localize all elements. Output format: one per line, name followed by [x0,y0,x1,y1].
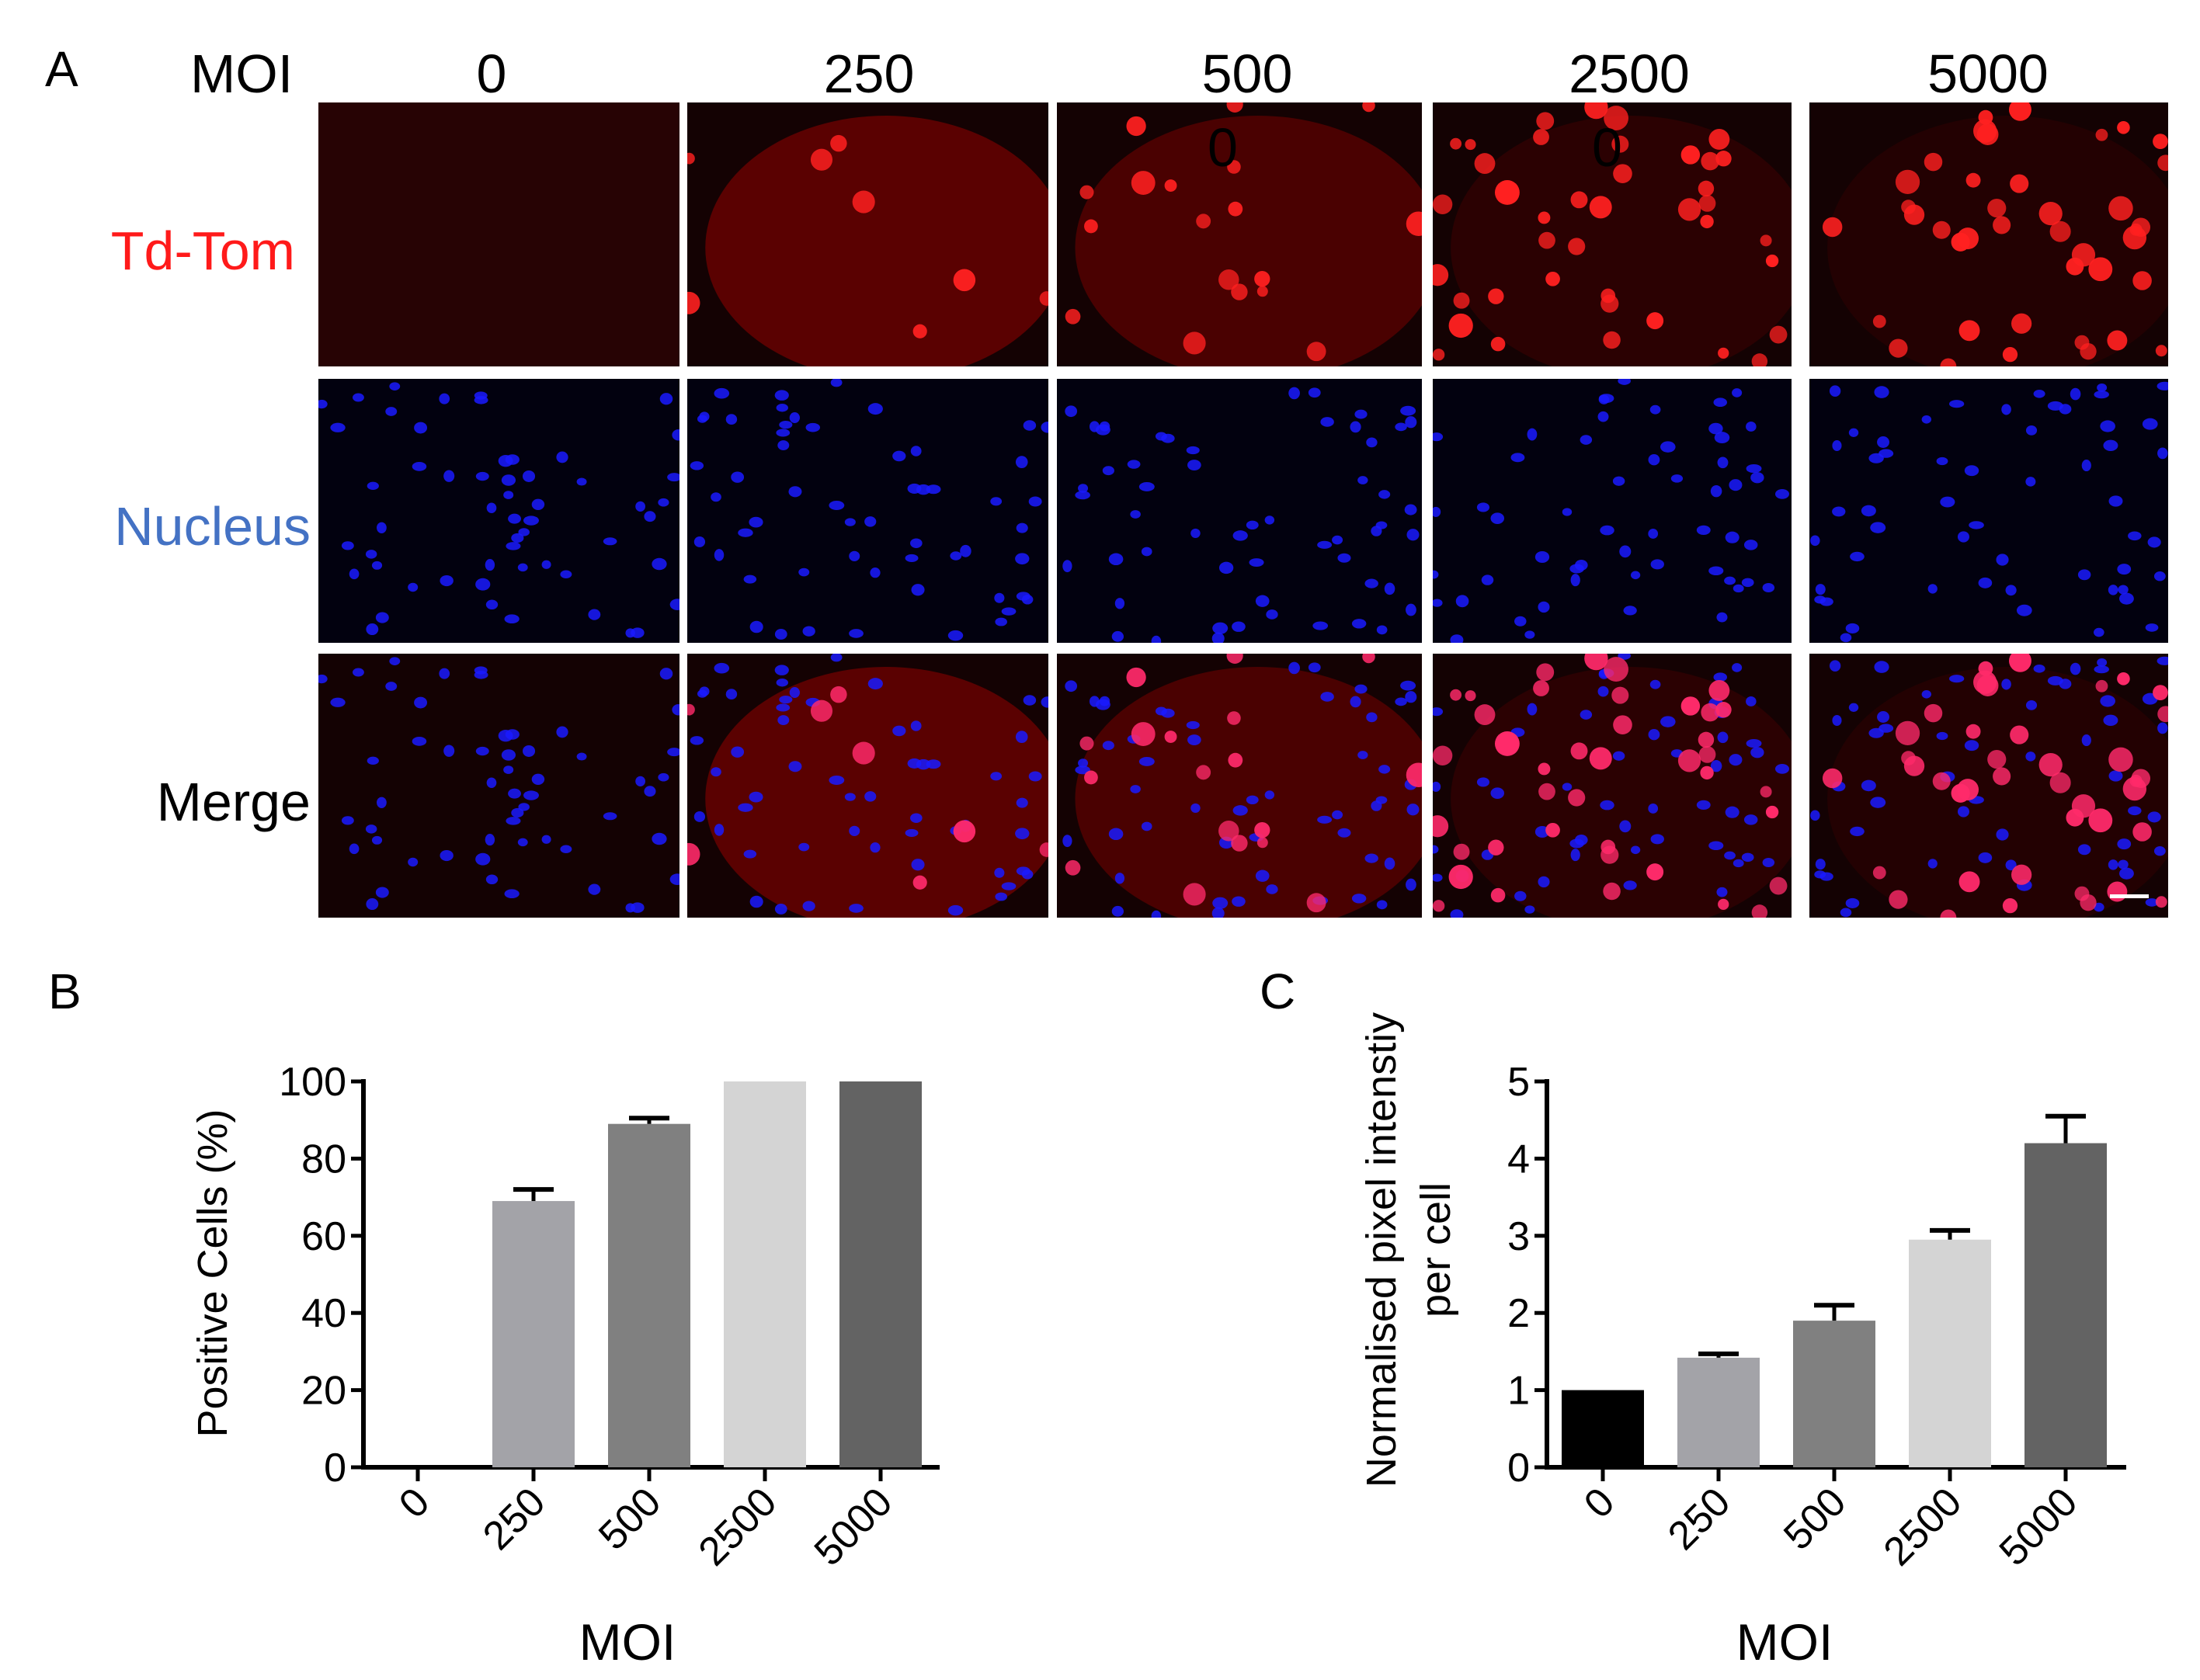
panel-b-letter: B [48,963,82,1019]
chart-c-bar-500 [1793,1321,1875,1467]
panel-c-letter: C [1260,963,1296,1019]
scale-bar [2110,894,2149,898]
stray-mark-1: 0 [1208,117,1238,178]
chart-c-ytick-label: 5 [1507,1060,1530,1105]
chart-c-ylabel-line-1: per cell [1413,1182,1459,1317]
row-label-nucleus-text: Nucleus [114,496,311,557]
chart-b-ytick-label: 60 [301,1214,346,1259]
chart-c-bar-2500 [1909,1239,1991,1467]
chart-c-xlabel: MOI [1736,1613,1833,1671]
micrograph-r2-c3 [1433,654,1792,918]
chart-c-xtick-label-2500: 2500 [1875,1479,1971,1574]
micrograph-r1-c1 [687,379,1048,643]
chart-c-bar-0 [1562,1390,1644,1467]
row-label-merge: Merge [78,771,311,833]
chart-b-bar-5000 [839,1081,922,1467]
chart-b-ytick-label: 0 [324,1446,346,1491]
moi-label: MOI [190,43,294,104]
chart-c-ytick-label: 1 [1507,1369,1530,1414]
chart-b-bar-500 [608,1123,690,1467]
chart-c-ytick-label: 4 [1507,1137,1530,1182]
chart-c-bar-250 [1677,1357,1760,1467]
micrograph-r2-c4 [1809,654,2168,918]
micrograph-r0-c2 [1057,102,1422,366]
chart-c-ytick-label: 3 [1507,1214,1530,1259]
chart-b-bar-250 [492,1201,575,1467]
micrograph-r1-c0 [318,379,679,643]
micrograph-r0-c0 [318,102,679,366]
chart-c-ylabel-line-0: Normalised pixel intenstiy [1358,1012,1405,1487]
micrograph-r1-c4 [1809,379,2168,643]
micrograph-r0-c1 [687,102,1048,366]
column-header-2500: 2500 [1569,43,1690,104]
chart-c-xtick-label-500: 500 [1775,1479,1854,1558]
chart-b-ylabel-line-0: Positive Cells (%) [189,1109,236,1437]
chart-b-ytick-label: 40 [301,1291,346,1336]
column-header-250: 250 [823,43,915,104]
chart-c-xtick-label-0: 0 [1576,1479,1623,1526]
chart-c-bar-5000 [2024,1143,2107,1467]
micrograph-r2-c2 [1057,654,1422,918]
row-label-tdtom: Td-Tom [62,220,295,282]
chart-c-xtick-label-250: 250 [1660,1479,1739,1558]
chart-b-xlabel: MOI [579,1613,676,1671]
micrograph-r0-c3 [1433,102,1792,366]
chart-b-bar-2500 [724,1081,806,1467]
chart-b-ytick-label: 80 [301,1137,346,1182]
micrograph-r2-c1 [687,654,1048,918]
column-header-0: 0 [476,43,507,104]
micrograph-r1-c2 [1057,379,1422,643]
chart-b-ytick-label: 20 [301,1369,346,1414]
micrograph-r0-c4 [1809,102,2168,366]
stray-mark-2: 0 [1592,117,1622,178]
chart-c-ytick-label: 0 [1507,1446,1530,1491]
micrograph-r2-c0 [318,654,679,918]
row-label-merge-text: Merge [156,772,311,832]
chart-c-ytick-label: 2 [1507,1291,1530,1336]
chart-b-ytick-label: 100 [279,1060,346,1105]
panel-a-letter: A [45,41,78,97]
micrograph-r1-c3 [1433,379,1792,643]
row-label-nucleus: Nucleus [78,495,311,557]
column-header-500: 500 [1201,43,1293,104]
chart-c-xtick-label-5000: 5000 [1991,1479,2087,1574]
column-header-5000: 5000 [1927,43,2049,104]
row-label-tdtom-text: Td-Tom [110,220,295,281]
